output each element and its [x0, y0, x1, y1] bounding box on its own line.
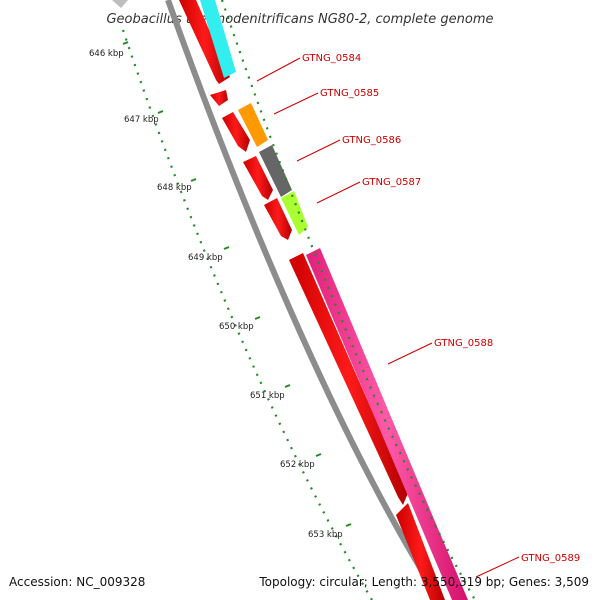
gene-orange-0585 — [238, 103, 268, 147]
tick-651 — [284, 384, 291, 388]
gene-red-0583 — [179, 0, 230, 84]
kbp-ticks: 646 kbp 647 kbp 648 kbp 649 kbp 650 kbp … — [89, 41, 352, 540]
tick-label-653: 653 kbp — [308, 530, 343, 540]
tick-649 — [223, 246, 230, 250]
leader-0585 — [273, 92, 319, 115]
gene-red-0587 — [264, 198, 292, 240]
outer-tick-track — [220, 0, 476, 600]
tick-label-651: 651 kbp — [250, 391, 285, 401]
leader-0589 — [475, 556, 520, 578]
gene-label-0588[interactable]: GTNG_0588 — [434, 338, 493, 349]
tick-label-646: 646 kbp — [89, 49, 124, 59]
tick-646 — [122, 41, 129, 45]
tick-653 — [345, 523, 352, 527]
gene-fragment — [112, 0, 128, 8]
gene-pink-0588 — [306, 248, 468, 600]
tick-652 — [315, 453, 322, 457]
gene-leaders — [256, 57, 520, 578]
tick-label-647: 647 kbp — [124, 115, 159, 125]
gene-label-0584[interactable]: GTNG_0584 — [302, 53, 361, 64]
map-title: Geobacillus thermodenitrificans NG80-2, … — [106, 12, 493, 27]
genome-summary-text: Topology: circular; Length: 3,550,319 bp… — [258, 575, 589, 589]
gene-gray-0586 — [259, 145, 292, 197]
gene-red-0588 — [289, 253, 408, 505]
tick-650 — [254, 316, 261, 320]
genome-backbone — [165, 0, 443, 600]
gene-label-0586[interactable]: GTNG_0586 — [342, 135, 401, 146]
gene-red-0584 — [210, 90, 228, 106]
tick-label-652: 652 kbp — [280, 460, 315, 470]
gene-lime-0587 — [281, 191, 308, 235]
tick-648 — [190, 178, 197, 182]
gene-red-0589 — [396, 503, 445, 600]
gene-cyan-0584 — [200, 0, 236, 78]
gene-label-0589[interactable]: GTNG_0589 — [521, 553, 580, 564]
tick-647 — [157, 110, 164, 114]
tick-track — [121, 29, 373, 600]
gene-label-0585[interactable]: GTNG_0585 — [320, 88, 379, 99]
gene-label-0587[interactable]: GTNG_0587 — [362, 177, 421, 188]
gene-red-0586 — [243, 156, 273, 200]
gene-red-0585 — [222, 112, 250, 152]
leader-0588 — [387, 342, 433, 365]
leader-0584 — [256, 57, 301, 82]
tick-label-648: 648 kbp — [157, 183, 192, 193]
tick-label-650: 650 kbp — [219, 322, 254, 332]
accession-text: Accession: NC_009328 — [9, 575, 145, 589]
leader-0586 — [296, 139, 341, 162]
leader-0587 — [316, 181, 361, 204]
tick-label-649: 649 kbp — [188, 253, 223, 263]
